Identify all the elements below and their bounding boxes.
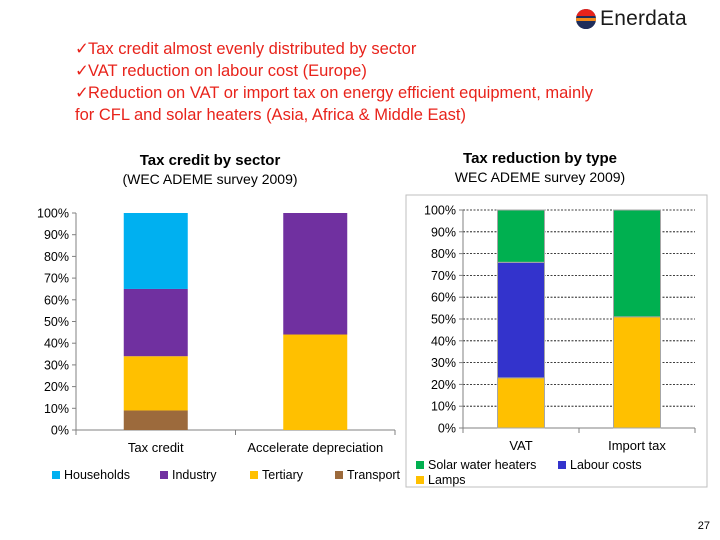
chart2-legend-label: Lamps (428, 473, 466, 487)
chart2-ytick-label: 10% (431, 400, 456, 414)
chart2-ytick-label: 100% (424, 204, 456, 218)
bullet-item: ✓Reduction on VAT or import tax on energ… (75, 82, 675, 104)
chart1-bar-tertiary (123, 356, 188, 411)
enerdata-logo: Enerdata (574, 6, 714, 32)
chart1-bar-transport (123, 410, 188, 430)
chart1-ytick-label: 50% (44, 315, 69, 329)
chart1-ytick-label: 0% (51, 424, 69, 438)
chart2-ytick-label: 70% (431, 269, 456, 283)
chart2-ytick-label: 90% (431, 225, 456, 239)
check-icon: ✓ (75, 40, 89, 58)
chart2-ytick-label: 30% (431, 356, 456, 370)
chart1-legend-swatch (335, 471, 343, 479)
chart2-bar-lamps (613, 316, 661, 429)
chart2-category-label: Import tax (608, 438, 666, 453)
enerdata-logo-icon (576, 9, 596, 29)
chart2-bar-lamps (497, 377, 545, 429)
chart1-legend-label: Transport (347, 468, 401, 482)
check-icon: ✓ (75, 62, 89, 80)
chart2-bar-solar-water-heaters (497, 209, 545, 263)
chart2-bar-labour-costs (497, 261, 545, 379)
chart1-bar-households (123, 213, 188, 289)
chart1-ytick-label: 40% (44, 337, 69, 351)
chart1-bar-industry (123, 288, 188, 357)
chart2-bar-solar-water-heaters (613, 209, 661, 318)
chart1-ytick-label: 100% (37, 207, 69, 221)
chart1-legend-label: Industry (172, 468, 217, 482)
chart1-bar-tertiary (283, 334, 348, 430)
bullet-item-continuation: for CFL and solar heaters (Asia, Africa … (75, 104, 675, 126)
chart1-legend-label: Tertiary (262, 468, 304, 482)
chart1-ytick-label: 60% (44, 293, 69, 307)
chart2-ytick-label: 0% (438, 422, 456, 436)
chart1-ytick-label: 20% (44, 380, 69, 394)
chart2-title-block: Tax reduction by type WEC ADEME survey 2… (420, 150, 660, 186)
chart1-ytick-label: 70% (44, 272, 69, 286)
bullet-text: Tax credit almost evenly distributed by … (88, 40, 417, 58)
check-icon: ✓ (75, 84, 89, 102)
chart1-legend-swatch (250, 471, 258, 479)
chart2-ytick-label: 40% (431, 334, 456, 348)
chart1-legend-swatch (160, 471, 168, 479)
bullet-text: for CFL and solar heaters (Asia, Africa … (75, 106, 466, 124)
chart1-title-block: Tax credit by sector (WEC ADEME survey 2… (80, 152, 340, 188)
chart1-category-label: Accelerate depreciation (247, 440, 383, 455)
chart1-ytick-label: 80% (44, 250, 69, 264)
chart1-legend-label: Households (64, 468, 130, 482)
chart2-ytick-label: 80% (431, 247, 456, 261)
bullet-text: VAT reduction on labour cost (Europe) (88, 62, 367, 80)
chart1-subtitle: (WEC ADEME survey 2009) (122, 171, 298, 187)
page-number: 27 (697, 520, 710, 532)
chart1-category-label: Tax credit (128, 440, 184, 455)
chart2-ytick-label: 60% (431, 291, 456, 305)
chart2-ytick-label: 50% (431, 313, 456, 327)
logo-brand-name: Enerdata (600, 7, 687, 30)
chart2-category-label: VAT (509, 438, 532, 453)
chart2-legend-swatch (558, 461, 566, 469)
chart2-legend-label: Solar water heaters (428, 458, 536, 472)
chart2-legend-swatch (416, 476, 424, 484)
chart1-legend-swatch (52, 471, 60, 479)
chart1-ytick-label: 10% (44, 402, 69, 416)
chart1-ytick-label: 90% (44, 228, 69, 242)
chart2-title: Tax reduction by type (463, 150, 617, 167)
bullet-list: ✓Tax credit almost evenly distributed by… (75, 38, 675, 126)
chart2-subtitle: WEC ADEME survey 2009) (454, 169, 626, 185)
bullet-item: ✓Tax credit almost evenly distributed by… (75, 38, 675, 60)
bullet-item: ✓VAT reduction on labour cost (Europe) (75, 60, 675, 82)
chart2-frame (405, 194, 708, 488)
chart2-legend-label: Labour costs (570, 458, 642, 472)
chart2-legend-swatch (416, 461, 424, 469)
bullet-text: Reduction on VAT or import tax on energy… (88, 84, 594, 102)
chart1-title: Tax credit by sector (139, 152, 281, 169)
chart2-ytick-label: 20% (431, 378, 456, 392)
chart1-ytick-label: 30% (44, 358, 69, 372)
chart1-bar-industry (283, 213, 348, 335)
